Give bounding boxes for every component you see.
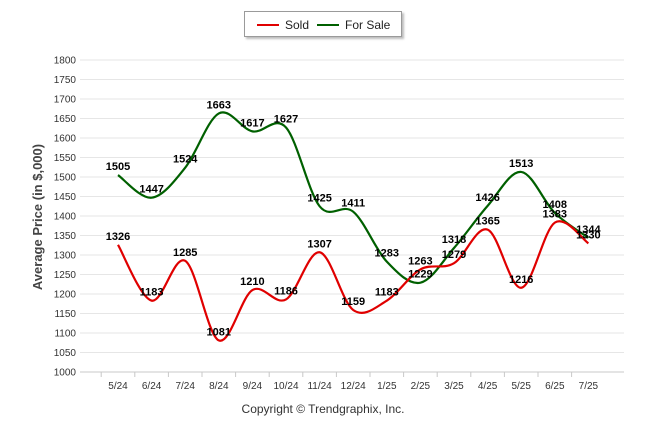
data-label-sold: 1210: [240, 276, 264, 288]
x-tick-label: 12/24: [341, 381, 366, 392]
data-label-for-sale: 1229: [408, 269, 432, 281]
series-lines: [117, 111, 590, 342]
data-label-for-sale: 1617: [240, 117, 264, 129]
data-label-sold: 1279: [442, 249, 466, 261]
x-tick-label: 7/24: [175, 381, 195, 392]
legend-label-sold: Sold: [285, 18, 310, 32]
data-label-for-sale: 1283: [375, 248, 399, 260]
data-label-for-sale: 1425: [307, 192, 331, 204]
data-label-sold: 1183: [140, 287, 164, 299]
data-label-sold: 1186: [274, 285, 298, 297]
data-label-sold: 1307: [307, 238, 331, 250]
y-tick-label: 1300: [54, 251, 77, 262]
data-label-for-sale: 1344: [576, 224, 601, 236]
x-tick-label: 1/25: [377, 381, 397, 392]
y-tick-label: 1650: [54, 114, 77, 125]
legend-item-sold: Sold: [257, 18, 309, 32]
y-tick-label: 1750: [54, 75, 77, 86]
data-label-sold: 1365: [475, 216, 499, 228]
data-label-for-sale: 1318: [442, 234, 466, 246]
y-tick-label: 1250: [54, 270, 77, 281]
x-tick-label: 10/24: [273, 381, 298, 392]
legend-swatch-sold: [257, 24, 279, 26]
data-label-sold: 1383: [543, 209, 567, 221]
x-tick-label: 11/24: [307, 381, 332, 392]
x-tick-label: 6/24: [142, 381, 162, 392]
y-tick-label: 1350: [54, 231, 77, 242]
data-label-for-sale: 1513: [509, 158, 533, 170]
data-label-sold: 1285: [173, 247, 197, 259]
x-tick-label: 9/24: [243, 381, 263, 392]
y-tick-label: 1500: [54, 173, 77, 184]
y-tick-label: 1550: [54, 153, 77, 164]
y-tick-label: 1200: [54, 290, 77, 301]
y-tick-label: 1600: [54, 134, 77, 145]
data-label-for-sale: 1524: [173, 154, 198, 166]
x-tick-label: 4/25: [478, 381, 498, 392]
x-tick-label: 7/25: [579, 381, 599, 392]
data-label-sold: 1216: [509, 274, 533, 286]
x-tick-label: 8/24: [209, 381, 229, 392]
y-tick-label: 1050: [54, 348, 77, 359]
x-tick-label: 6/25: [545, 381, 565, 392]
y-axis-ticks: 1000 1050 1100 1150 1200 1250 1300 1350 1400 1450…: [54, 56, 77, 379]
legend-label-for-sale: For Sale: [345, 18, 391, 32]
x-axis-ticks: 5/24 6/24 7/24 8/24 9/24 10/24 11/24 12/24 1/25 2…: [100, 372, 599, 392]
y-axis-label: Average Price (in $,000): [30, 144, 45, 290]
data-label-sold: 1326: [106, 231, 130, 243]
x-tick-label: 2/25: [411, 381, 431, 392]
data-label-sold: 1330: [576, 229, 600, 241]
data-label-sold: 1159: [341, 296, 365, 308]
data-label-for-sale: 1408: [543, 199, 567, 211]
x-tick-label: 5/24: [108, 381, 128, 392]
y-tick-label: 1100: [54, 329, 76, 340]
data-labels: 1326 1183 1285 1081 1210 1186 1307 1159 1183 1263…: [106, 99, 602, 338]
y-tick-label: 1400: [54, 212, 77, 223]
data-label-for-sale: 1663: [207, 99, 231, 111]
y-tick-label: 1450: [54, 192, 77, 203]
y-tick-label: 1800: [54, 56, 77, 67]
data-label-for-sale: 1426: [475, 192, 499, 204]
data-label-for-sale: 1447: [139, 184, 163, 196]
x-tick-label: 3/25: [444, 381, 464, 392]
data-label-sold: 1081: [207, 326, 231, 338]
y-tick-label: 1150: [54, 309, 76, 320]
data-label-for-sale: 1505: [106, 161, 130, 173]
y-tick-label: 1000: [54, 368, 77, 379]
legend: Sold For Sale: [244, 11, 402, 37]
data-label-for-sale: 1411: [341, 198, 365, 210]
data-label-sold: 1183: [375, 287, 399, 299]
data-label-sold: 1263: [408, 255, 432, 267]
series-line-sold: [117, 220, 590, 342]
data-label-for-sale: 1627: [274, 113, 298, 125]
series-line-for-sale: [117, 111, 590, 285]
legend-item-for-sale: For Sale: [317, 18, 390, 32]
y-tick-label: 1700: [54, 95, 77, 106]
copyright-credit: Copyright © Trendgraphix, Inc.: [241, 402, 405, 416]
legend-swatch-for-sale: [317, 24, 339, 26]
x-tick-label: 5/25: [511, 381, 531, 392]
